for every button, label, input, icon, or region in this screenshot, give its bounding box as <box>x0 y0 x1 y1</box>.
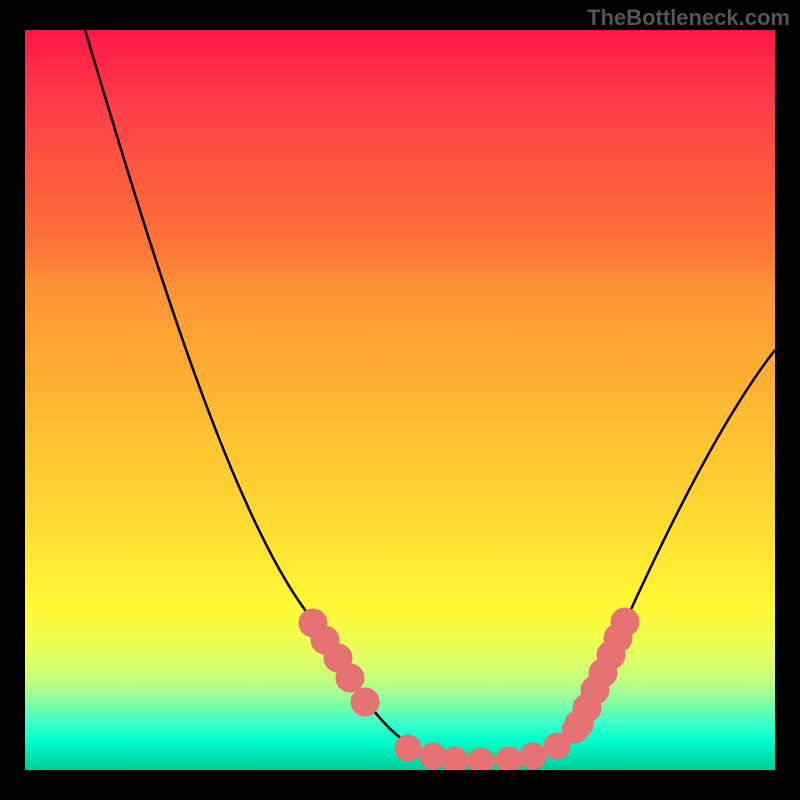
watermark-text: TheBottleneck.com <box>587 5 790 31</box>
gradient-background <box>25 30 775 770</box>
plot-area <box>25 30 775 770</box>
chart-container: TheBottleneck.com <box>0 0 800 800</box>
